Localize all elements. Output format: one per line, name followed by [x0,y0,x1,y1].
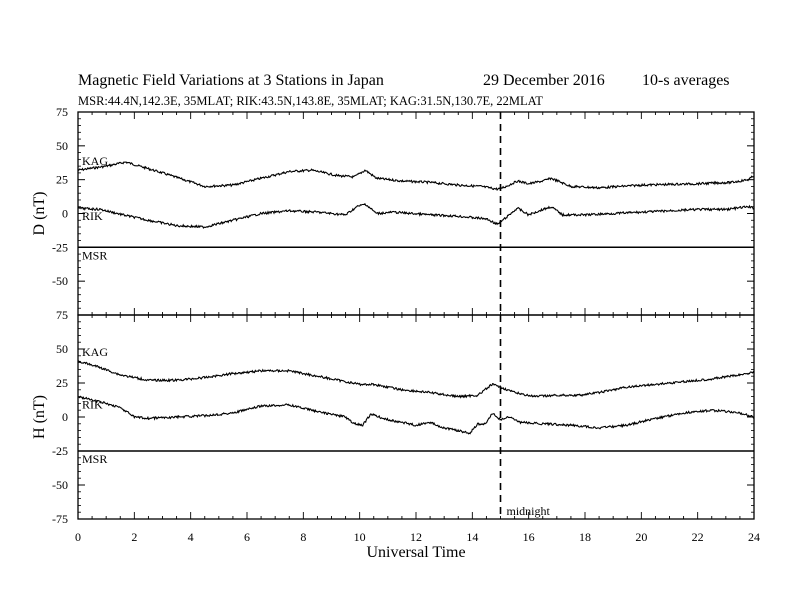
series-line-kag [77,360,755,399]
y-axis-label: H (nT) [31,395,48,439]
series-line-rik [77,395,755,435]
x-tick-label: 24 [748,530,760,544]
series-line-kag [78,161,755,192]
y-axis-label: D (nT) [31,192,48,236]
y-tick-label: -25 [52,444,68,458]
series-label-rik: RIK [82,209,103,223]
midnight-label: midnight [507,504,551,518]
chart-averaging: 10-s averages [642,72,730,89]
x-tick-label: 2 [131,530,137,544]
y-tick-label: -50 [52,478,68,492]
y-tick-label: 25 [56,173,68,187]
x-tick-label: 8 [300,530,306,544]
series-line-rik [77,202,755,229]
declination-panel: -50 -25 0 25 50 75 D (nT) KAG RIK MSR [31,105,755,316]
x-tick-label: 16 [523,530,535,544]
y-tick-label: 0 [62,410,68,424]
y-tick-label: 75 [56,308,68,322]
x-tick-label: 20 [635,530,647,544]
series-label-kag: KAG [82,345,108,359]
series-label-msr: MSR [82,248,107,262]
chart-title: Magnetic Field Variations at 3 Stations … [78,72,384,89]
y-tick-label: -25 [52,240,68,254]
series-label-rik: RIK [82,398,103,412]
y-tick-label: -50 [52,274,68,288]
y-tick-label: 0 [62,207,68,221]
x-tick-label: 0 [75,530,81,544]
chart-date: 29 December 2016 [483,72,605,89]
series-label-kag: KAG [82,154,108,168]
x-tick-label: 6 [244,530,250,544]
series-label-msr: MSR [82,452,107,466]
y-tick-label: 75 [56,105,68,119]
x-tick-label: 12 [410,530,422,544]
y-tick-label: 50 [56,139,68,153]
plot-frame [77,111,755,316]
y-tick-label: 25 [56,376,68,390]
x-tick-label: 4 [188,530,194,544]
x-tick-label: 22 [692,530,704,544]
station-info: MSR:44.4N,142.3E, 35MLAT; RIK:43.5N,143.… [78,94,543,108]
x-axis-label: Universal Time [366,544,465,561]
x-tick-label: 14 [466,530,478,544]
x-tick-label: 18 [579,530,591,544]
y-tick-label: 50 [56,342,68,356]
x-tick-label: 10 [354,530,366,544]
y-tick-label: -75 [52,512,68,526]
